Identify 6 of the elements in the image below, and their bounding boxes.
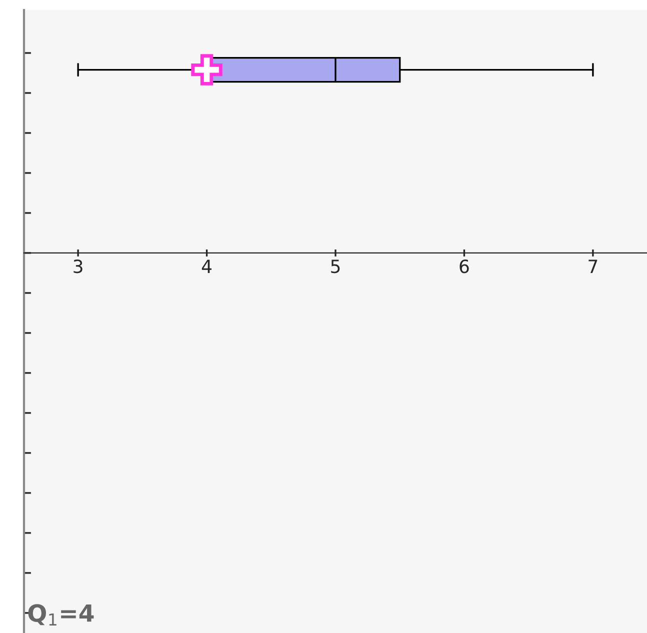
x-tick-label: 5 — [331, 260, 340, 274]
x-tick-label: 6 — [460, 260, 469, 274]
x-tick-label: 4 — [202, 260, 212, 273]
x-tick-label: 7 — [588, 260, 598, 273]
x-tick-label: 3 — [74, 260, 82, 274]
annotation: Q$_{1}$=4 — [28, 604, 94, 626]
